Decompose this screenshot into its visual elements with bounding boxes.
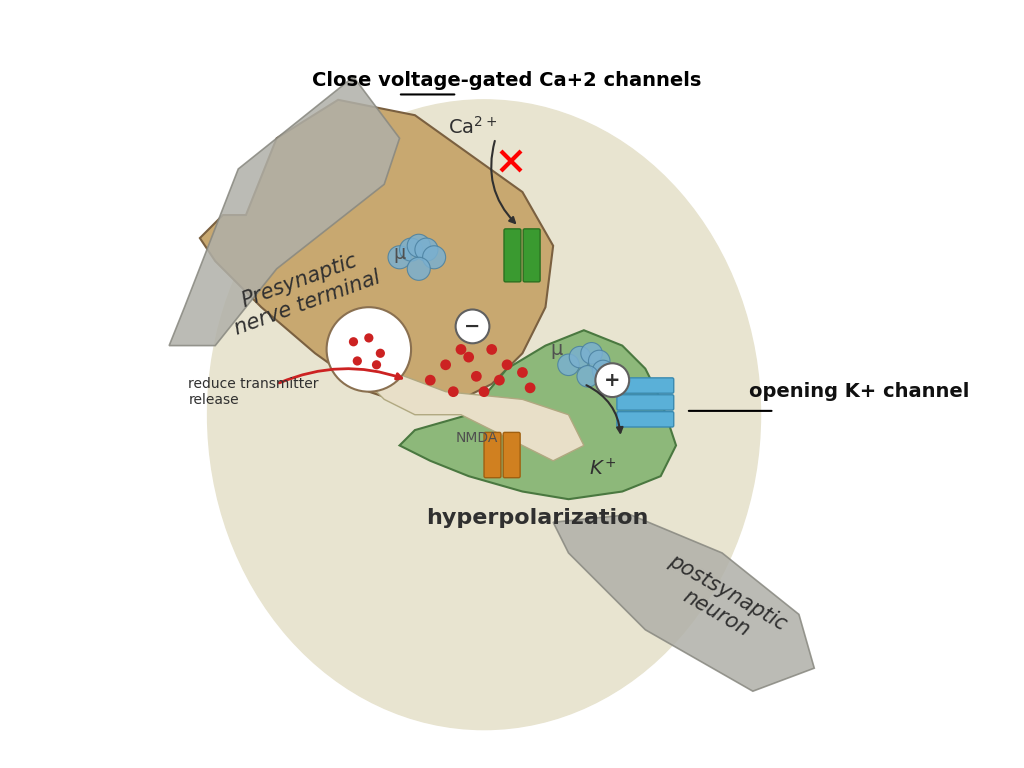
Circle shape xyxy=(349,337,358,346)
Circle shape xyxy=(494,375,505,386)
Text: Ca$^{2+}$: Ca$^{2+}$ xyxy=(447,116,497,137)
FancyBboxPatch shape xyxy=(504,229,521,282)
Text: Presynaptic
nerve terminal: Presynaptic nerve terminal xyxy=(224,245,383,339)
Circle shape xyxy=(486,344,497,355)
Circle shape xyxy=(595,363,629,397)
FancyBboxPatch shape xyxy=(616,378,674,393)
Text: Close voltage-gated Ca+2 channels: Close voltage-gated Ca+2 channels xyxy=(312,71,701,90)
Circle shape xyxy=(440,359,451,370)
Circle shape xyxy=(517,367,527,378)
Circle shape xyxy=(478,386,489,397)
Text: K$^+$: K$^+$ xyxy=(589,458,616,479)
Circle shape xyxy=(376,349,385,358)
Text: opening K+ channel: opening K+ channel xyxy=(749,382,970,401)
Circle shape xyxy=(456,310,489,343)
Circle shape xyxy=(524,382,536,393)
Circle shape xyxy=(415,238,438,261)
Circle shape xyxy=(463,352,474,362)
Text: hyperpolarization: hyperpolarization xyxy=(427,508,649,528)
Circle shape xyxy=(408,234,430,257)
Text: postsynaptic
neuron: postsynaptic neuron xyxy=(653,551,791,655)
Text: reduce transmitter
release: reduce transmitter release xyxy=(188,376,318,407)
Polygon shape xyxy=(200,100,553,407)
Circle shape xyxy=(399,238,423,261)
FancyBboxPatch shape xyxy=(484,432,501,478)
Circle shape xyxy=(569,346,591,368)
Circle shape xyxy=(425,375,435,386)
Polygon shape xyxy=(369,369,584,461)
Polygon shape xyxy=(169,77,399,346)
Text: NMDA: NMDA xyxy=(455,431,498,445)
Circle shape xyxy=(408,257,430,280)
Circle shape xyxy=(365,333,374,343)
Circle shape xyxy=(352,356,361,366)
Text: +: + xyxy=(604,371,621,389)
Polygon shape xyxy=(553,515,814,691)
Polygon shape xyxy=(399,330,676,499)
Circle shape xyxy=(447,386,459,397)
Circle shape xyxy=(372,360,381,369)
Circle shape xyxy=(327,307,411,392)
Circle shape xyxy=(388,246,411,269)
Circle shape xyxy=(581,343,602,364)
Circle shape xyxy=(471,371,481,382)
Circle shape xyxy=(577,366,598,387)
Circle shape xyxy=(502,359,512,370)
Text: μ: μ xyxy=(393,244,406,263)
Circle shape xyxy=(589,350,610,372)
FancyBboxPatch shape xyxy=(616,395,674,410)
FancyBboxPatch shape xyxy=(503,432,520,478)
Circle shape xyxy=(456,344,466,355)
Text: −: − xyxy=(464,317,480,336)
Text: μ: μ xyxy=(551,340,563,359)
Ellipse shape xyxy=(208,100,761,730)
FancyBboxPatch shape xyxy=(523,229,540,282)
Circle shape xyxy=(558,354,580,376)
Circle shape xyxy=(592,360,613,382)
FancyBboxPatch shape xyxy=(616,412,674,427)
Circle shape xyxy=(423,246,445,269)
